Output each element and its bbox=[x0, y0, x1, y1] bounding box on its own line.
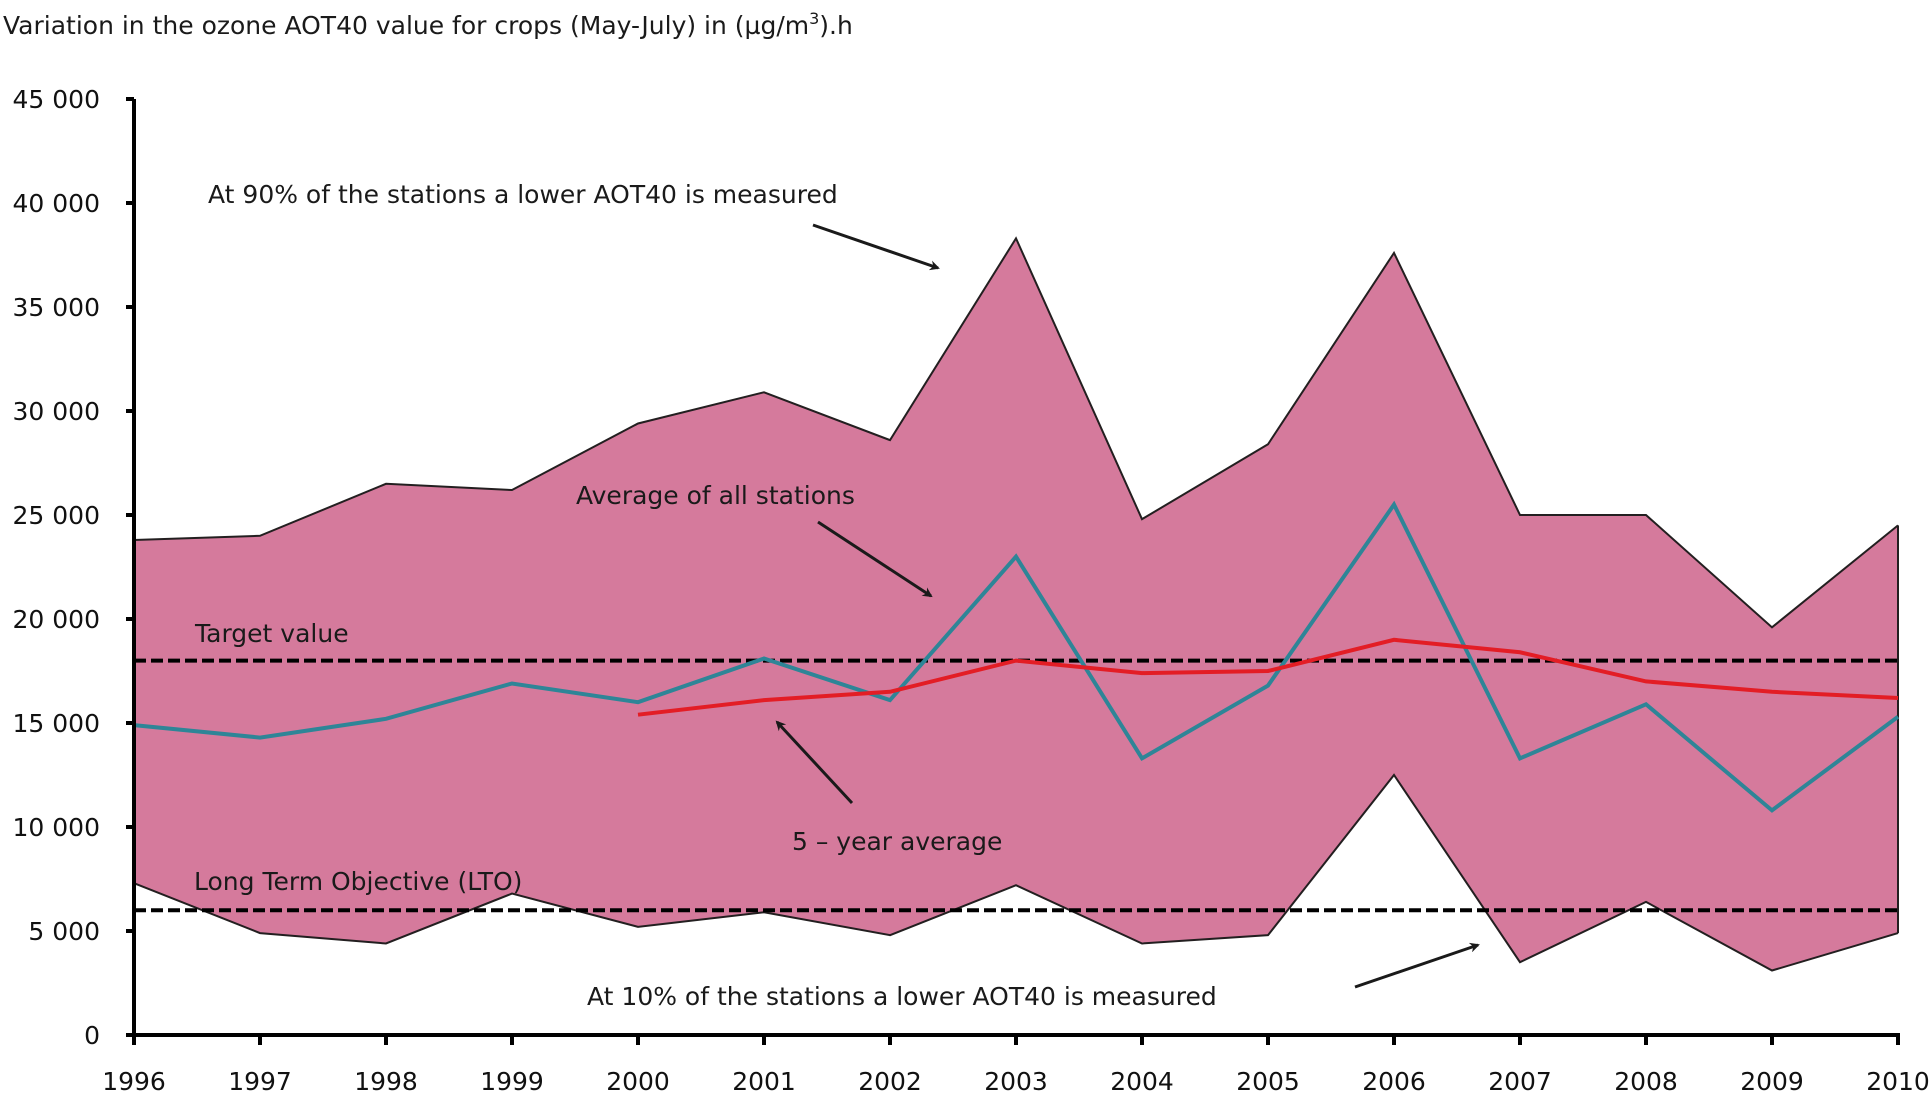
x-tick-label: 2008 bbox=[1614, 1067, 1678, 1096]
series-five-year-average bbox=[637, 637, 1899, 717]
x-tick-label: 2000 bbox=[606, 1067, 670, 1096]
y-tick-label: 35 000 bbox=[13, 293, 100, 322]
annotation-lto: Long Term Objective (LTO) bbox=[194, 867, 522, 896]
annotation-10th-percentile: At 10% of the stations a lower AOT40 is … bbox=[587, 982, 1217, 1011]
y-ticks: 0 5 000 10 000 15 000 20 000 25 000 30 000 35 0… bbox=[13, 85, 134, 1050]
reference-lines-layer bbox=[134, 658, 1898, 913]
x-tick-label: 2009 bbox=[1740, 1067, 1804, 1096]
y-tick-label: 5 000 bbox=[28, 917, 100, 946]
y-tick-label: 40 000 bbox=[13, 189, 100, 218]
y-tick-label: 25 000 bbox=[13, 501, 100, 530]
axes: 0 5 000 10 000 15 000 20 000 25 000 30 000 35 0… bbox=[13, 85, 1930, 1096]
x-tick-label: 2007 bbox=[1488, 1067, 1552, 1096]
y-tick-label: 30 000 bbox=[13, 397, 100, 426]
series-average-all-stations bbox=[133, 500, 1900, 813]
annotations: At 90% of the stations a lower AOT40 is … bbox=[194, 180, 1480, 1011]
y-tick-label: 0 bbox=[84, 1021, 100, 1050]
y-tick-label: 10 000 bbox=[13, 813, 100, 842]
percentile-band-area bbox=[134, 238, 1898, 971]
annotation-target-value: Target value bbox=[194, 619, 349, 648]
y-tick-label: 15 000 bbox=[13, 709, 100, 738]
arrow-90th-percentile bbox=[812, 223, 940, 271]
x-tick-label: 2006 bbox=[1362, 1067, 1426, 1096]
arrow-average bbox=[817, 520, 933, 598]
y-tick-label: 45 000 bbox=[13, 85, 100, 114]
x-tick-label: 2004 bbox=[1110, 1067, 1174, 1096]
y-tick-label: 20 000 bbox=[13, 605, 100, 634]
x-tick-label: 2003 bbox=[984, 1067, 1048, 1096]
series-layer bbox=[133, 500, 1900, 813]
annotation-five-year-average: 5 – year average bbox=[792, 827, 1002, 856]
x-tick-label: 2005 bbox=[1236, 1067, 1300, 1096]
x-tick-label: 2010 bbox=[1866, 1067, 1930, 1096]
annotation-average: Average of all stations bbox=[576, 481, 855, 510]
x-tick-label: 1998 bbox=[354, 1067, 418, 1096]
x-tick-label: 1997 bbox=[228, 1067, 292, 1096]
chart-title: Variation in the ozone AOT40 value for c… bbox=[3, 9, 853, 40]
x-tick-label: 1996 bbox=[102, 1067, 166, 1096]
x-ticks: 1996 1997 1998 1999 2000 2001 2002 2003 2004 2005… bbox=[102, 1035, 1930, 1096]
percentile-band-layer bbox=[133, 236, 1899, 972]
annotation-90th-percentile: At 90% of the stations a lower AOT40 is … bbox=[208, 180, 838, 209]
x-tick-label: 1999 bbox=[480, 1067, 544, 1096]
percentile-90-line bbox=[133, 236, 1899, 629]
x-tick-label: 2001 bbox=[732, 1067, 796, 1096]
x-tick-label: 2002 bbox=[858, 1067, 922, 1096]
arrow-five-year-average bbox=[775, 720, 854, 805]
arrow-10th-percentile bbox=[1354, 942, 1480, 989]
percentile-10-line bbox=[133, 773, 1899, 972]
